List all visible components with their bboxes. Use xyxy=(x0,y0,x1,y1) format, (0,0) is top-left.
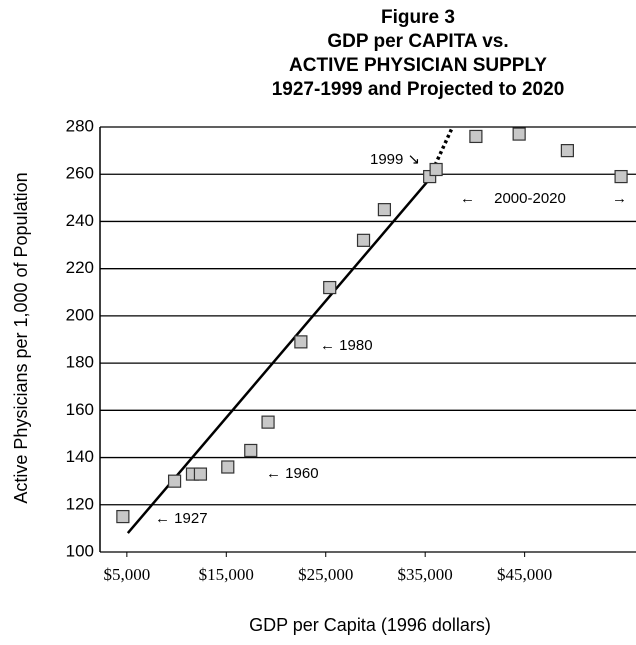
x-tick-label: $15,000 xyxy=(199,565,254,584)
y-tick-label: 100 xyxy=(66,541,94,560)
x-axis-label: GDP per Capita (1996 dollars) xyxy=(249,615,491,635)
point xyxy=(560,144,574,158)
chart-title: Figure 3 xyxy=(381,7,455,28)
chart-title: 1927-1999 and Projected to 2020 xyxy=(272,79,565,100)
annotation: ← 1927 xyxy=(155,510,208,527)
chart-title: ACTIVE PHYSICIAN SUPPLY xyxy=(289,55,547,76)
point xyxy=(512,127,526,141)
point xyxy=(429,162,443,177)
point xyxy=(261,415,275,429)
x-tick-label: $45,000 xyxy=(497,565,552,584)
chart-title: GDP per CAPITA vs. xyxy=(327,31,508,52)
point xyxy=(294,335,308,349)
point xyxy=(323,280,337,295)
trend-line xyxy=(126,180,429,534)
point xyxy=(244,443,258,458)
y-tick-label: 140 xyxy=(66,447,94,466)
y-tick-label: 180 xyxy=(66,353,94,372)
point xyxy=(193,467,208,481)
y-axis-label: Active Physicians per 1,000 of Populatio… xyxy=(11,172,31,503)
annotation: 1999 ↘ xyxy=(370,151,420,168)
y-tick-label: 220 xyxy=(66,258,94,277)
point xyxy=(356,233,371,247)
annotation: ← 1960 xyxy=(266,465,319,482)
annotation: 2000-2020 xyxy=(494,190,566,207)
x-tick-label: $35,000 xyxy=(398,565,453,584)
y-tick-label: 280 xyxy=(66,116,94,135)
point xyxy=(469,129,483,144)
point xyxy=(167,474,182,488)
y-tick-label: 240 xyxy=(66,211,94,230)
y-tick-label: 120 xyxy=(66,494,94,513)
annotation: → xyxy=(612,190,627,207)
annotation: ← 1980 xyxy=(320,337,373,354)
point xyxy=(116,509,130,524)
y-tick-label: 200 xyxy=(66,305,94,324)
annotation: ← xyxy=(460,190,475,207)
y-tick-label: 160 xyxy=(66,400,94,419)
projection-line xyxy=(426,126,455,183)
point xyxy=(221,460,235,474)
point xyxy=(377,203,392,217)
x-tick-label: $5,000 xyxy=(103,565,150,584)
x-tick-label: $25,000 xyxy=(298,565,353,584)
point xyxy=(614,169,628,184)
y-tick-label: 260 xyxy=(66,164,94,183)
